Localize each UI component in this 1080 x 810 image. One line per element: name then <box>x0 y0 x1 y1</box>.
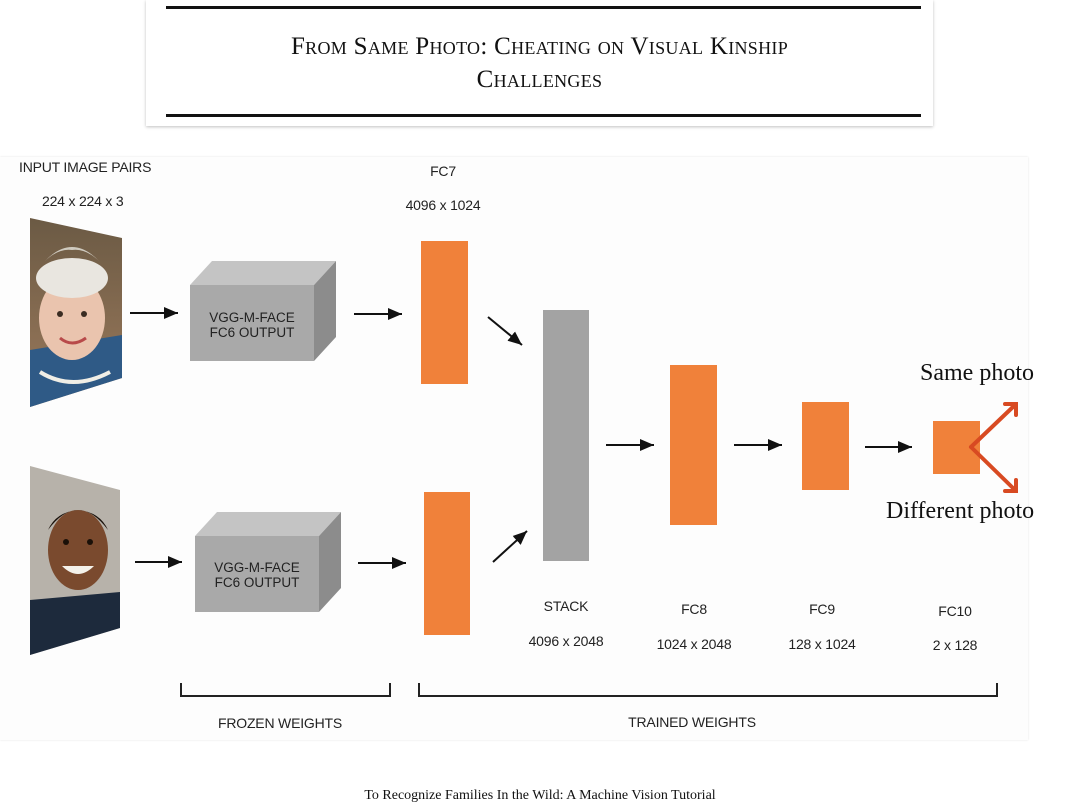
output-different-photo: Different photo <box>886 498 1035 524</box>
title-bottom-rule <box>166 114 921 117</box>
stack-block <box>543 310 589 561</box>
fc9-dims: 128 x 1024 <box>788 636 856 652</box>
arrow-fc7-to-stack-bottom <box>492 530 528 563</box>
paper-title: From Same Photo: Cheating on Visual Kins… <box>146 30 933 96</box>
fc7-block-top <box>421 241 468 384</box>
input-label: INPUT IMAGE PAIRS <box>19 159 152 175</box>
fc9-block <box>802 402 849 490</box>
output-arrow-same <box>969 403 1017 449</box>
diagram-panel <box>0 157 1028 740</box>
vgg-box-bottom <box>195 512 341 612</box>
arrow-fc7-to-stack-top <box>487 316 523 346</box>
stack-label: STACK <box>543 598 589 614</box>
stack-dims: 4096 x 2048 <box>528 633 604 649</box>
input-photo-top <box>30 218 122 407</box>
vgg-box-top <box>190 261 336 361</box>
fc9-label: FC9 <box>809 601 835 617</box>
trained-weights-label: TRAINED WEIGHTS <box>628 714 756 730</box>
fc8-block <box>670 365 717 525</box>
title-line-2: Challenges <box>476 66 603 93</box>
vgg-bottom-label: VGG-M-FACE FC6 OUTPUT <box>214 560 300 590</box>
output-arrow-different <box>969 445 1017 492</box>
trained-weights-bracket <box>418 683 998 697</box>
frozen-weights-label: FROZEN WEIGHTS <box>218 715 342 731</box>
fc8-label: FC8 <box>681 601 707 617</box>
fc8-dims: 1024 x 2048 <box>656 636 732 652</box>
input-dims: 224 x 224 x 3 <box>42 193 124 209</box>
input-photo-bottom <box>30 466 120 655</box>
frozen-weights-bracket <box>180 683 391 697</box>
title-line-1: From Same Photo: Cheating on Visual Kins… <box>290 33 789 60</box>
output-same-photo: Same photo <box>920 360 1034 386</box>
fc7-label: FC7 <box>430 163 456 179</box>
fc7-dims: 4096 x 1024 <box>405 197 481 213</box>
fc10-label: FC10 <box>938 603 972 619</box>
title-card: From Same Photo: Cheating on Visual Kins… <box>146 0 933 126</box>
fc10-dims: 2 x 128 <box>932 637 978 653</box>
title-top-rule <box>166 6 921 9</box>
vgg-top-label: VGG-M-FACE FC6 OUTPUT <box>209 310 295 340</box>
footer-caption: To Recognize Families In the Wild: A Mac… <box>364 788 716 803</box>
fc7-block-bottom <box>424 492 470 635</box>
